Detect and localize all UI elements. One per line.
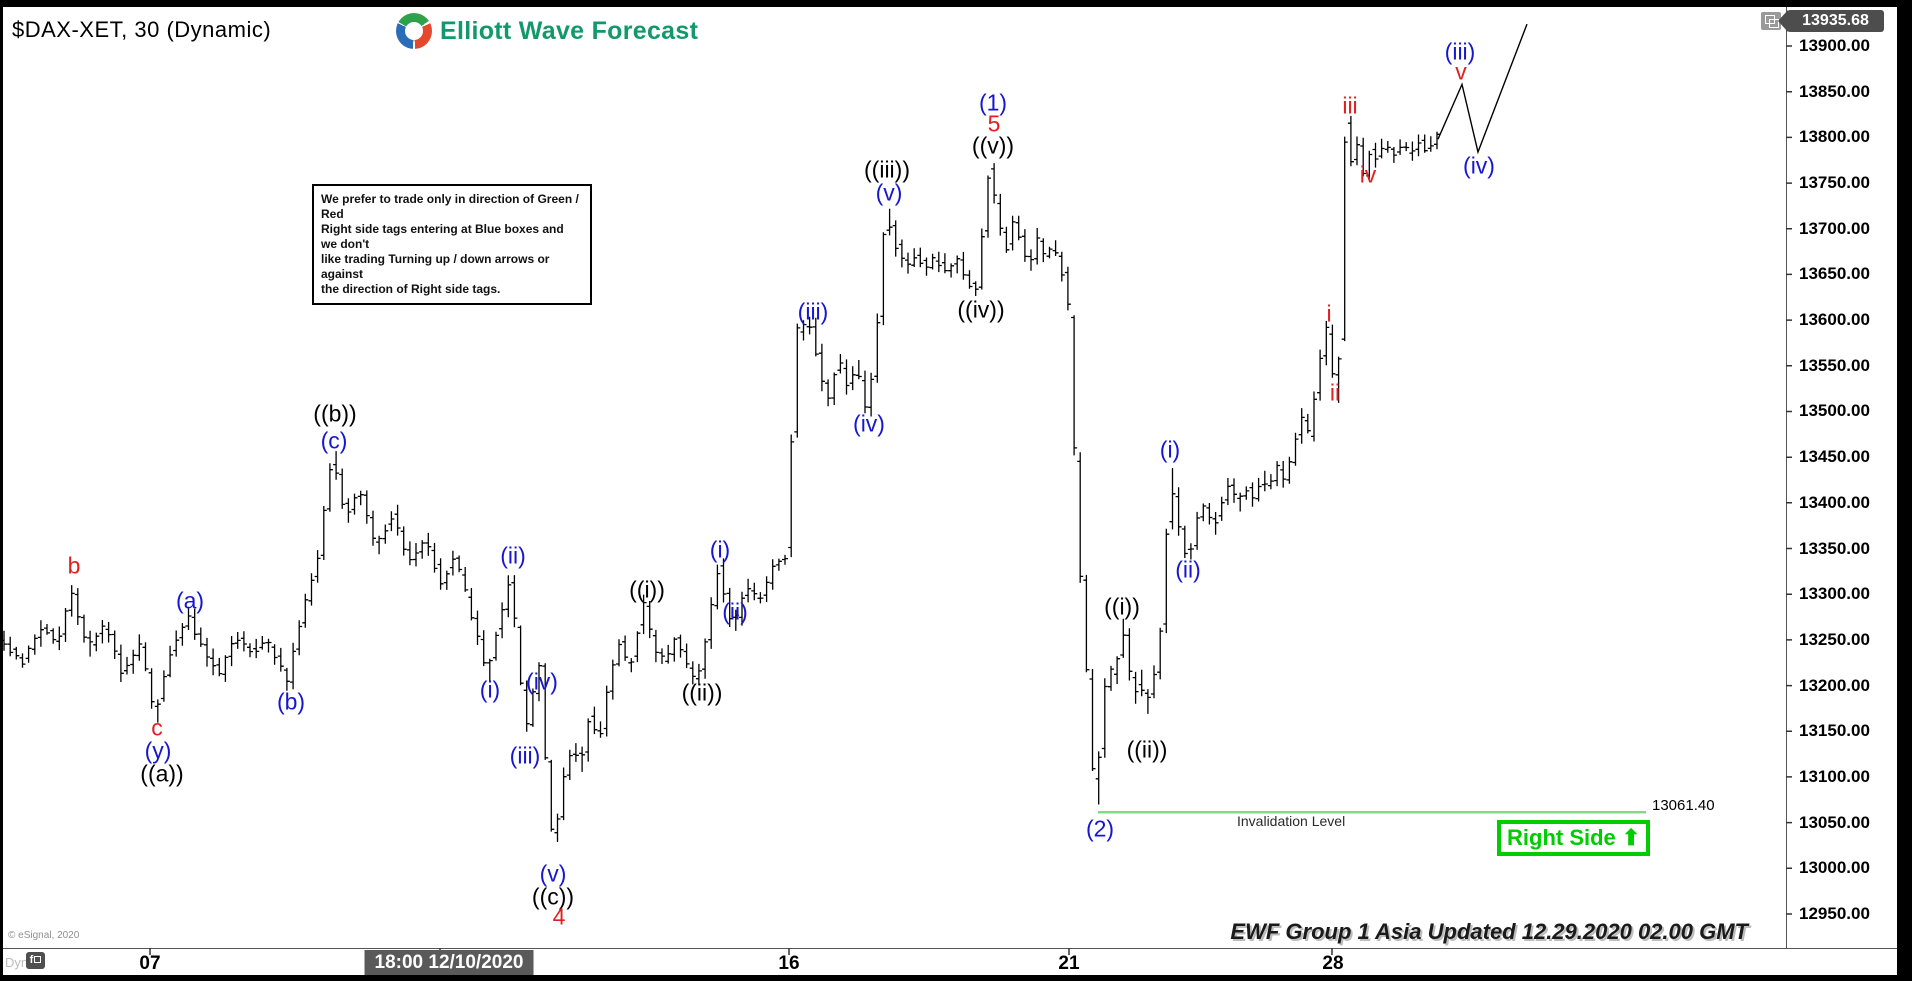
dyn-mode-label: Dyn (5, 955, 29, 970)
window-border-right (1897, 0, 1912, 981)
wave-label: (ii) (722, 598, 748, 625)
time-axis-label: 28 (1322, 953, 1344, 974)
wave-label: iv (1359, 161, 1377, 188)
wave-label: (y) (144, 737, 172, 764)
price-axis-label: 13050.00 (1799, 812, 1870, 832)
wave-label: c (151, 714, 163, 741)
price-axis-label: 13400.00 (1799, 492, 1870, 512)
projection-line (1437, 23, 1528, 155)
time-axis-date-badge: 18:00 12/10/2020 (364, 950, 534, 976)
wave-label: (a) (175, 587, 205, 614)
restore-window-icon[interactable] (1761, 12, 1781, 30)
price-axis-label: 13700.00 (1799, 218, 1870, 238)
price-axis-label: 13150.00 (1799, 721, 1870, 741)
price-axis-label: 13100.00 (1799, 766, 1870, 786)
price-axis-label: 13900.00 (1799, 36, 1870, 55)
window-border-top (0, 0, 1912, 7)
note-line: Right side tags entering at Blue boxes a… (321, 222, 564, 251)
wave-label: (iii) (797, 298, 829, 325)
wave-label: (i) (1159, 436, 1181, 463)
wave-label: b (67, 552, 81, 579)
note-line: like trading Turning up / down arrows or… (321, 252, 550, 281)
wave-label: (2) (1085, 815, 1115, 842)
time-axis-label: 21 (1058, 953, 1080, 974)
wave-label: (iii) (1444, 38, 1476, 65)
wave-label: (iii) (509, 742, 541, 769)
wave-label: ((c)) (531, 883, 575, 910)
wave-label: (i) (709, 536, 731, 563)
wave-label: ((iii)) (864, 156, 910, 183)
price-axis-label: 13000.00 (1799, 858, 1870, 878)
chart-title: $DAX-XET, 30 (Dynamic) (12, 17, 272, 42)
wave-label: (i) (479, 676, 501, 703)
wave-label: (b) (276, 688, 306, 715)
wave-label: 4 (552, 903, 566, 930)
axis-borders (3, 7, 1897, 949)
price-axis-label: 13750.00 (1799, 173, 1870, 193)
wave-label: ((iv)) (957, 296, 1005, 323)
time-axis-ticks (149, 948, 1333, 955)
last-price-tag-arrow (1778, 10, 1788, 32)
price-axis-label: 13450.00 (1799, 447, 1870, 467)
wave-label: (1) (978, 89, 1008, 116)
up-arrow-icon: ⬆ (1621, 825, 1641, 850)
time-axis-label: 16 (778, 953, 800, 974)
elliott-wave-forecast-logo-icon (396, 13, 432, 49)
brand-logo-text: Elliott Wave Forecast (440, 16, 699, 45)
wave-label: (v) (539, 860, 567, 887)
price-axis-label: 13300.00 (1799, 584, 1870, 604)
price-axis-ticks (1786, 45, 1792, 915)
wave-label: ((ii)) (681, 679, 723, 706)
wave-label: i (1326, 300, 1332, 327)
price-axis-label: 12950.00 (1799, 903, 1870, 923)
wave-label: (ii) (1175, 556, 1201, 583)
brand-logo: Elliott Wave Forecast (396, 13, 698, 49)
window-border-bottom (0, 975, 1912, 981)
wave-label: ((v)) (971, 132, 1015, 159)
price-axis-label: 13500.00 (1799, 401, 1870, 421)
invalidation-level-label: Invalidation Level (1237, 813, 1346, 829)
price-axis-label: 13350.00 (1799, 538, 1870, 558)
wave-label: ((b)) (313, 400, 357, 427)
price-axis-label: 13200.00 (1799, 675, 1870, 695)
wave-label: ((i)) (1104, 593, 1140, 620)
wave-label: iii (1342, 92, 1358, 119)
right-side-label: Right Side (1507, 825, 1616, 850)
chart-background (3, 7, 1897, 975)
wave-label: (iv) (853, 410, 885, 437)
ewf-update-note: EWF Group 1 Asia Updated 12.29.2020 02.0… (1230, 919, 1748, 944)
lock-icon[interactable]: f (26, 952, 45, 969)
price-axis-label: 13550.00 (1799, 355, 1870, 375)
price-axis-label: 13250.00 (1799, 629, 1870, 649)
price-axis-label: 13850.00 (1799, 81, 1870, 101)
price-axis-label: 13650.00 (1799, 264, 1870, 284)
trading-note-box: We prefer to trade only in direction of … (312, 184, 592, 305)
last-price-tag: 13935.68 (1787, 10, 1884, 32)
note-line: the direction of Right side tags. (321, 282, 501, 296)
wave-label: ((ii)) (1126, 736, 1168, 763)
price-bars (1, 115, 1440, 842)
wave-label: (ii) (500, 542, 526, 569)
esignal-copyright: © eSignal, 2020 (8, 930, 80, 941)
wave-label: v (1455, 58, 1467, 85)
wave-label: (c) (320, 427, 348, 454)
price-axis-label: 13600.00 (1799, 310, 1870, 330)
wave-label: ii (1329, 379, 1341, 406)
wave-label: (iv) (1463, 152, 1495, 179)
wave-label: ((i)) (629, 576, 665, 603)
wave-label: ((a)) (140, 760, 184, 787)
wave-label: (iv) (526, 668, 558, 695)
price-axis-label: 13800.00 (1799, 127, 1870, 147)
note-line: We prefer to trade only in direction of … (321, 192, 579, 221)
time-axis-label: 07 (139, 953, 161, 974)
invalidation-price-label: 13061.40 (1652, 797, 1715, 814)
wave-label: (v) (875, 179, 903, 206)
wave-label: 5 (987, 110, 1001, 137)
right-side-tag: Right Side ⬆ (1497, 820, 1651, 856)
window-border-left (0, 0, 3, 981)
